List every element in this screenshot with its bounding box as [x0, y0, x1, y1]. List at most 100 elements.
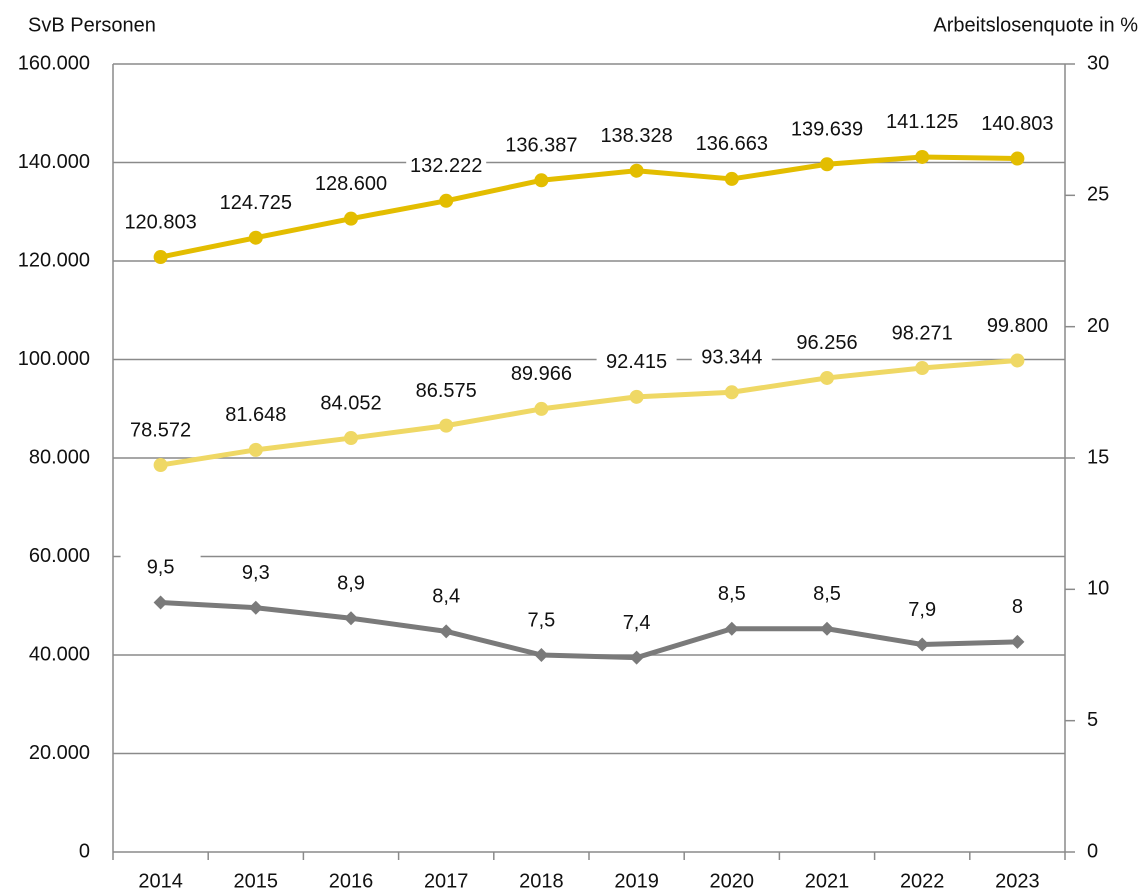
y2-tick-label: 20	[1087, 315, 1109, 337]
label-bg	[691, 344, 772, 373]
marker	[629, 650, 644, 665]
marker	[439, 624, 454, 639]
y2-tick-label: 0	[1087, 840, 1098, 862]
y-tick-label: 120.000	[18, 249, 90, 271]
marker	[915, 637, 930, 652]
data-label: 8,9	[337, 573, 365, 595]
marker	[629, 163, 644, 178]
marker	[153, 458, 168, 473]
marker	[248, 600, 263, 615]
label-bg	[406, 583, 487, 612]
y2-tick-label: 5	[1087, 709, 1098, 731]
marker	[344, 611, 358, 626]
data-label: 120.803	[124, 211, 196, 233]
marker	[439, 418, 454, 433]
data-label: 128.600	[315, 173, 387, 195]
marker	[820, 621, 834, 636]
data-label: 96.256	[796, 332, 857, 354]
marker	[820, 157, 834, 172]
marker	[248, 442, 263, 457]
marker	[439, 193, 454, 208]
marker	[1010, 151, 1025, 166]
marker	[820, 370, 834, 385]
data-label: 138.328	[600, 125, 672, 147]
x-tick-label: 2021	[805, 870, 850, 892]
data-label: 7,5	[527, 609, 555, 631]
y2-axis-label: Arbeitslosenquote in %	[933, 14, 1138, 36]
y-axis-label: SvB Personen	[28, 14, 156, 36]
label-bg	[691, 130, 772, 159]
marker	[153, 250, 168, 265]
label-bg	[215, 559, 296, 588]
label-bg	[977, 312, 1058, 341]
marker	[915, 149, 930, 164]
data-label: 84.052	[320, 392, 381, 414]
x-tick-label: 2019	[614, 870, 659, 892]
label-bg	[882, 320, 963, 349]
data-label: 92.415	[606, 351, 667, 373]
data-label: 98.271	[892, 322, 953, 344]
label-bg	[311, 570, 391, 599]
marker	[248, 230, 263, 245]
marker	[534, 173, 549, 188]
data-label: 9,3	[242, 562, 270, 584]
label-bg	[596, 122, 677, 151]
marker	[344, 431, 358, 446]
marker	[153, 595, 168, 610]
label-bg	[501, 132, 582, 161]
series-line	[160, 154, 1018, 260]
y2-tick-label: 10	[1087, 578, 1109, 600]
label-bg	[406, 377, 487, 406]
data-label: 89.966	[511, 363, 572, 385]
marker	[724, 385, 739, 400]
y-tick-label: 40.000	[29, 643, 90, 665]
data-label: 93.344	[701, 347, 762, 369]
marker	[1010, 634, 1025, 649]
label-bg	[882, 108, 963, 137]
label-bg	[311, 390, 391, 419]
data-label: 86.575	[416, 380, 477, 402]
data-label: 136.663	[696, 133, 768, 155]
y-tick-label: 0	[79, 840, 90, 862]
label-bg	[596, 609, 677, 638]
y-tick-label: 100.000	[18, 348, 90, 370]
data-label: 78.572	[130, 419, 191, 441]
label-bg	[787, 580, 867, 609]
y-tick-label: 20.000	[29, 742, 90, 764]
x-tick-label: 2016	[329, 870, 374, 892]
label-bg	[787, 116, 867, 145]
data-label: 81.648	[225, 404, 286, 426]
label-bg	[596, 348, 677, 377]
y-tick-label: 60.000	[29, 545, 90, 567]
label-bg	[501, 607, 582, 635]
marker	[724, 171, 739, 186]
y2-tick-label: 25	[1087, 184, 1109, 206]
label-bg	[977, 110, 1058, 139]
label-bg	[882, 596, 963, 625]
label-bg	[120, 417, 201, 446]
data-label: 9,5	[147, 557, 175, 579]
label-bg	[406, 152, 487, 181]
marker	[534, 401, 549, 416]
y2-tick-label: 30	[1087, 52, 1109, 74]
marker	[1010, 353, 1025, 368]
data-label: 141.125	[886, 111, 958, 133]
marker	[915, 361, 930, 376]
data-label: 7,9	[908, 599, 936, 621]
data-label: 8,5	[813, 583, 841, 605]
data-label: 124.725	[220, 192, 292, 214]
data-label: 99.800	[987, 315, 1048, 337]
x-tick-label: 2023	[995, 870, 1040, 892]
label-bg	[787, 329, 867, 358]
marker	[534, 648, 549, 662]
data-label: 8,5	[718, 583, 746, 605]
data-label: 7,4	[623, 612, 651, 634]
data-label: 8,4	[432, 586, 460, 608]
data-label: 136.387	[505, 135, 577, 157]
label-bg	[691, 580, 772, 609]
series-line	[160, 357, 1018, 468]
x-tick-label: 2014	[138, 870, 183, 892]
data-label: 140.803	[981, 113, 1053, 135]
label-bg	[120, 554, 201, 583]
